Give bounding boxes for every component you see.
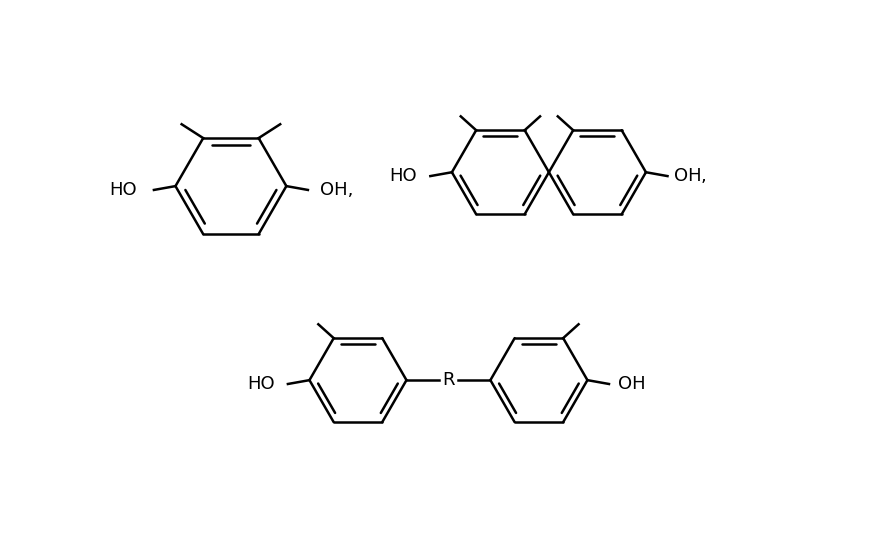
Text: OH,: OH, (319, 181, 354, 199)
Text: HO: HO (109, 181, 136, 199)
Text: HO: HO (247, 375, 275, 393)
Text: R: R (442, 371, 455, 389)
Text: OH: OH (675, 167, 702, 185)
Text: OH: OH (619, 375, 646, 393)
Text: HO: HO (389, 167, 417, 185)
Text: ,: , (701, 167, 707, 185)
